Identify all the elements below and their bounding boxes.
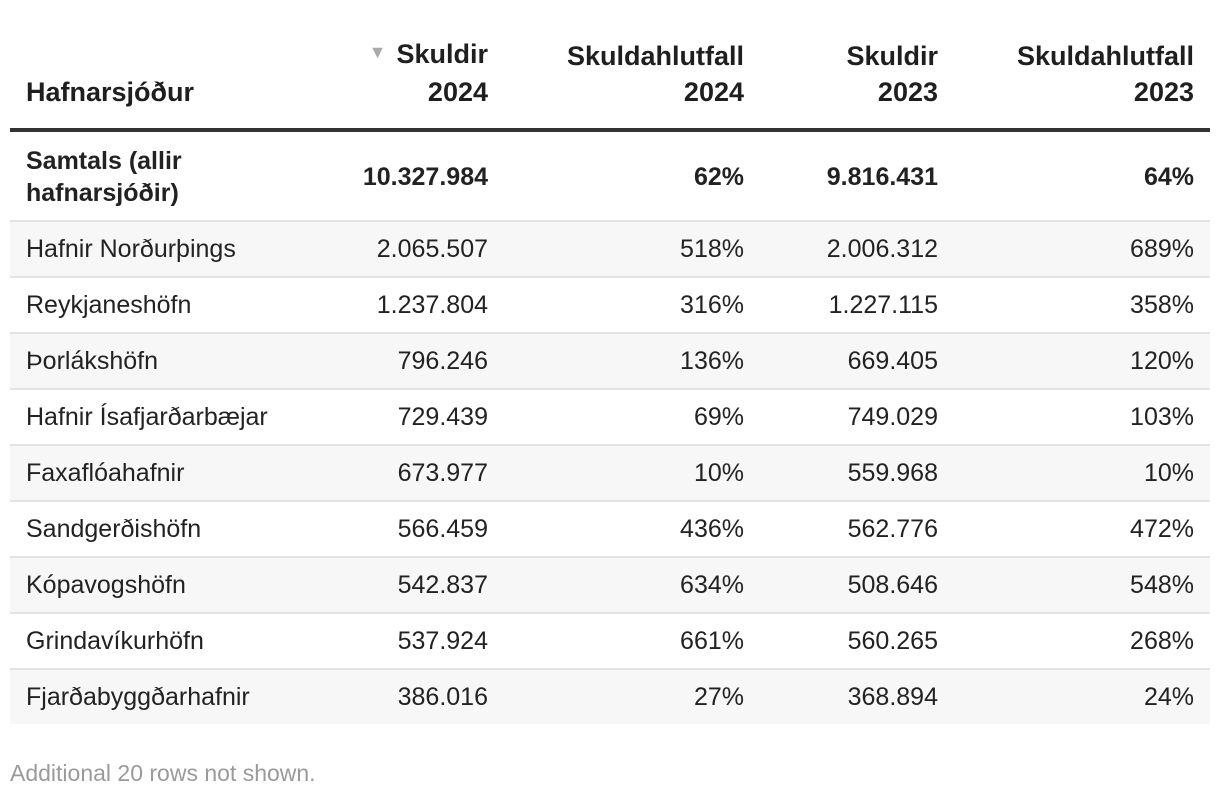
table-row: Þorlákshöfn 796.246 136% 669.405 120%: [10, 332, 1210, 390]
debt-table-container: Hafnarsjóður ▼ Skuldir 2024 Skuldahlutfal…: [10, 36, 1210, 724]
cell-skuldir-2023: 669.405: [760, 332, 954, 390]
cell-skuldir-2024: 2.065.507: [344, 220, 504, 278]
cell-skuldir-2023: 368.894: [760, 668, 954, 724]
cell-hlutfall-2024: 518%: [504, 220, 760, 278]
cell-name: Hafnir Norðurþings: [10, 220, 344, 278]
cell-skuldir-2023: 9.816.431: [760, 129, 954, 222]
cell-name: Faxaflóahafnir: [10, 444, 344, 502]
column-header-label-line2: 2024: [427, 76, 488, 107]
cell-hlutfall-2023: 472%: [954, 500, 1210, 558]
column-header-skuldir-2024[interactable]: ▼ Skuldir 2024: [344, 36, 504, 132]
column-header-label-line2: 2023: [1133, 76, 1194, 107]
cell-hlutfall-2024: 136%: [504, 332, 760, 390]
cell-skuldir-2023: 508.646: [760, 556, 954, 614]
cell-hlutfall-2023: 548%: [954, 556, 1210, 614]
cell-hlutfall-2023: 358%: [954, 276, 1210, 334]
cell-hlutfall-2024: 10%: [504, 444, 760, 502]
cell-skuldir-2023: 562.776: [760, 500, 954, 558]
table-row: Fjarðabyggðarhafnir 386.016 27% 368.894 …: [10, 668, 1210, 724]
column-header-label-line1: Skuldir: [846, 40, 938, 71]
table-row-total: Samtals (allir hafnarsjóðir) 10.327.984 …: [10, 129, 1210, 222]
table-row: Sandgerðishöfn 566.459 436% 562.776 472%: [10, 500, 1210, 558]
cell-hlutfall-2024: 634%: [504, 556, 760, 614]
cell-skuldir-2024: 673.977: [344, 444, 504, 502]
cell-hlutfall-2024: 316%: [504, 276, 760, 334]
cell-skuldir-2023: 2.006.312: [760, 220, 954, 278]
table-row: Reykjaneshöfn 1.237.804 316% 1.227.115 3…: [10, 276, 1210, 334]
column-header-skuldahlutfall-2024[interactable]: Skuldahlutfall 2024: [504, 36, 760, 132]
cell-skuldir-2024: 386.016: [344, 668, 504, 724]
cell-hlutfall-2024: 661%: [504, 612, 760, 670]
cell-skuldir-2023: 559.968: [760, 444, 954, 502]
cell-hlutfall-2024: 69%: [504, 388, 760, 446]
cell-skuldir-2024: 1.237.804: [344, 276, 504, 334]
column-header-label-line2: 2023: [877, 76, 938, 107]
column-header-label: Hafnarsjóður: [26, 76, 195, 107]
column-header-hafnarsjodur[interactable]: Hafnarsjóður: [10, 36, 344, 132]
header-row: Hafnarsjóður ▼ Skuldir 2024 Skuldahlutfal…: [10, 36, 1210, 132]
table-header: Hafnarsjóður ▼ Skuldir 2024 Skuldahlutfal…: [10, 36, 1210, 132]
column-header-label-line1: Skuldahlutfall: [566, 40, 744, 71]
cell-hlutfall-2023: 24%: [954, 668, 1210, 724]
cell-skuldir-2024: 566.459: [344, 500, 504, 558]
cell-name: Fjarðabyggðarhafnir: [10, 668, 344, 724]
cell-name: Þorlákshöfn: [10, 332, 344, 390]
cell-skuldir-2023: 1.227.115: [760, 276, 954, 334]
table-row: Kópavogshöfn 542.837 634% 508.646 548%: [10, 556, 1210, 614]
cell-skuldir-2024: 729.439: [344, 388, 504, 446]
cell-hlutfall-2024: 436%: [504, 500, 760, 558]
table-row: Hafnir Ísafjarðarbæjar 729.439 69% 749.0…: [10, 388, 1210, 446]
cell-name: Hafnir Ísafjarðarbæjar: [10, 388, 344, 446]
column-header-skuldir-2023[interactable]: Skuldir 2023: [760, 36, 954, 132]
cell-skuldir-2023: 560.265: [760, 612, 954, 670]
column-header-label-line1: Skuldir: [396, 39, 488, 69]
cell-name: Kópavogshöfn: [10, 556, 344, 614]
sort-descending-icon: ▼: [368, 41, 387, 62]
cell-hlutfall-2023: 64%: [954, 129, 1210, 222]
cell-hlutfall-2024: 62%: [504, 129, 760, 222]
table-row: Faxaflóahafnir 673.977 10% 559.968 10%: [10, 444, 1210, 502]
table-body: Samtals (allir hafnarsjóðir) 10.327.984 …: [10, 129, 1210, 724]
cell-name: Grindavíkurhöfn: [10, 612, 344, 670]
column-header-skuldahlutfall-2023[interactable]: Skuldahlutfall 2023: [954, 36, 1210, 132]
cell-skuldir-2024: 542.837: [344, 556, 504, 614]
cell-hlutfall-2023: 103%: [954, 388, 1210, 446]
cell-hlutfall-2023: 120%: [954, 332, 1210, 390]
cell-name: Samtals (allir hafnarsjóðir): [10, 129, 344, 222]
table-row: Grindavíkurhöfn 537.924 661% 560.265 268…: [10, 612, 1210, 670]
debt-table: Hafnarsjóður ▼ Skuldir 2024 Skuldahlutfal…: [10, 36, 1210, 724]
cell-skuldir-2024: 10.327.984: [344, 129, 504, 222]
column-header-label-line1: Skuldahlutfall: [1016, 40, 1194, 71]
cell-skuldir-2024: 537.924: [344, 612, 504, 670]
cell-hlutfall-2023: 10%: [954, 444, 1210, 502]
cell-name: Sandgerðishöfn: [10, 500, 344, 558]
cell-hlutfall-2024: 27%: [504, 668, 760, 724]
cell-skuldir-2024: 796.246: [344, 332, 504, 390]
cell-skuldir-2023: 749.029: [760, 388, 954, 446]
cell-name: Reykjaneshöfn: [10, 276, 344, 334]
column-header-label-line2: 2024: [683, 76, 744, 107]
rows-not-shown-note: Additional 20 rows not shown.: [10, 760, 316, 786]
cell-hlutfall-2023: 268%: [954, 612, 1210, 670]
table-row: Hafnir Norðurþings 2.065.507 518% 2.006.…: [10, 220, 1210, 278]
cell-hlutfall-2023: 689%: [954, 220, 1210, 278]
